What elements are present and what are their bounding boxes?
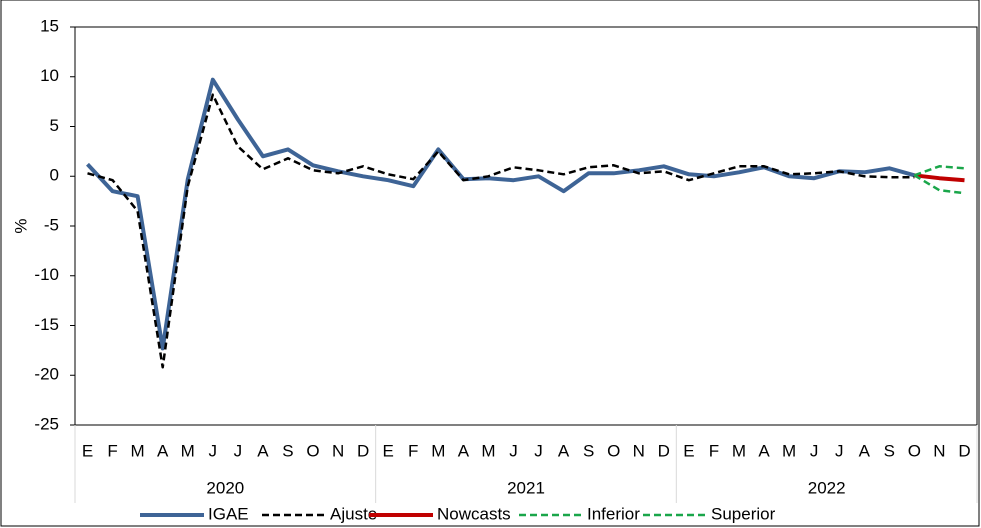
legend-label: Nowcasts: [437, 504, 511, 523]
x-tick-label: D: [357, 441, 369, 460]
y-tick-label: -5: [44, 215, 59, 234]
x-tick-label: N: [633, 441, 645, 460]
x-tick-label: M: [181, 441, 195, 460]
x-tick-label: J: [810, 441, 819, 460]
x-tick-label: S: [282, 441, 293, 460]
series-line: [86, 77, 915, 351]
series-line: [913, 174, 965, 195]
x-tick-label: J: [835, 441, 844, 460]
x-tick-label: F: [107, 441, 117, 460]
x-tick-label: A: [859, 441, 871, 460]
x-tick-label: A: [758, 441, 770, 460]
x-tick-label: E: [82, 441, 93, 460]
legend-label: Superior: [711, 504, 776, 523]
x-tick-label: S: [583, 441, 594, 460]
y-tick-label: 15: [40, 16, 59, 35]
x-tick-label: N: [933, 441, 945, 460]
x-tick-label: F: [408, 441, 418, 460]
x-tick-label: J: [509, 441, 518, 460]
series-line: [913, 165, 965, 177]
x-tick-label: E: [683, 441, 694, 460]
x-tick-label: E: [383, 441, 394, 460]
x-tick-label: J: [534, 441, 543, 460]
x-tick-label: M: [131, 441, 145, 460]
x-tick-label: F: [709, 441, 719, 460]
series-line: [914, 173, 965, 183]
x-tick-label: A: [157, 441, 169, 460]
x-tick-label: S: [884, 441, 895, 460]
x-tick-label: O: [607, 441, 620, 460]
legend-label: IGAE: [208, 504, 249, 523]
y-tick-label: -25: [34, 414, 59, 433]
x-tick-label: N: [332, 441, 344, 460]
x-tick-label: M: [481, 441, 495, 460]
x-tick-label: J: [234, 441, 243, 460]
x-tick-label: O: [908, 441, 921, 460]
y-tick-label: -20: [34, 365, 59, 384]
x-tick-label: A: [458, 441, 470, 460]
x-tick-label: A: [257, 441, 269, 460]
x-tick-label: D: [958, 441, 970, 460]
legend-label: Inferior: [587, 504, 640, 523]
x-tick-label: J: [209, 441, 218, 460]
y-tick-label: 10: [40, 66, 59, 85]
x-tick-label: M: [732, 441, 746, 460]
y-tick-label: 0: [50, 166, 59, 185]
x-tick-label: M: [782, 441, 796, 460]
legend-label: Ajuste: [330, 504, 377, 523]
year-label: 2022: [808, 478, 846, 497]
x-tick-label: O: [306, 441, 319, 460]
series-line: [87, 93, 915, 369]
y-axis-label: %: [11, 218, 30, 233]
year-label: 2021: [507, 478, 545, 497]
year-label: 2020: [206, 478, 244, 497]
x-tick-label: M: [431, 441, 445, 460]
y-tick-label: -10: [34, 265, 59, 284]
x-tick-label: D: [658, 441, 670, 460]
y-tick-label: -15: [34, 315, 59, 334]
x-tick-label: A: [558, 441, 570, 460]
y-tick-label: 5: [50, 116, 59, 135]
